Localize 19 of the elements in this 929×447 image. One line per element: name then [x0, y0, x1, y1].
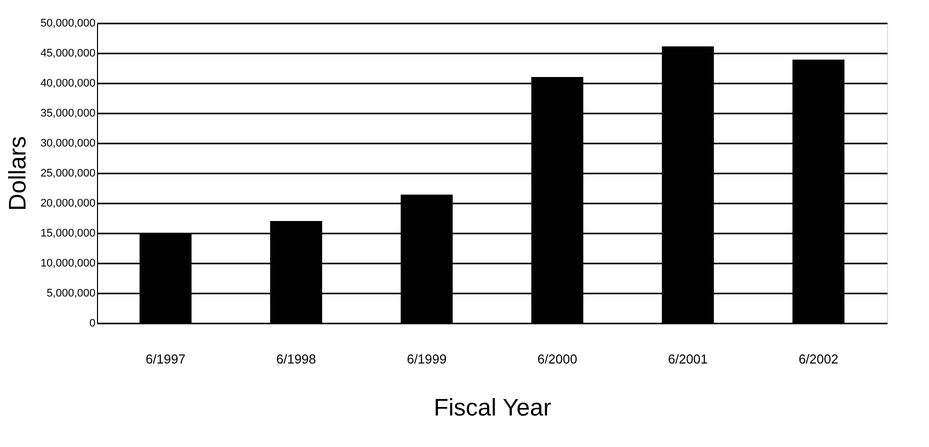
y-tick-label: 15,000,000 [40, 228, 96, 240]
y-tick-label: 0 [89, 318, 96, 330]
x-tick-label: 6/1999 [406, 352, 447, 366]
y-tick-label: 30,000,000 [40, 138, 96, 150]
y-tick-label: 35,000,000 [40, 108, 96, 120]
y-tick-label: 10,000,000 [40, 258, 96, 270]
x-tick-label: 6/2002 [798, 352, 838, 366]
y-tick-label: 45,000,000 [40, 48, 96, 60]
y-tick-label: 20,000,000 [40, 198, 96, 210]
x-axis-title: Fiscal Year [434, 394, 552, 422]
y-axis-title: Dollars [4, 136, 32, 211]
x-tick-label: 6/2001 [668, 352, 708, 366]
x-tick-label: 6/1998 [276, 352, 316, 366]
x-tick-label: 6/2000 [537, 352, 578, 366]
y-tick-label: 25,000,000 [40, 168, 96, 180]
y-tick-label: 5,000,000 [46, 288, 96, 300]
y-tick-label: 40,000,000 [40, 78, 96, 90]
x-tick-label: 6/1997 [146, 352, 186, 366]
y-tick-label: 50,000,000 [40, 18, 96, 30]
